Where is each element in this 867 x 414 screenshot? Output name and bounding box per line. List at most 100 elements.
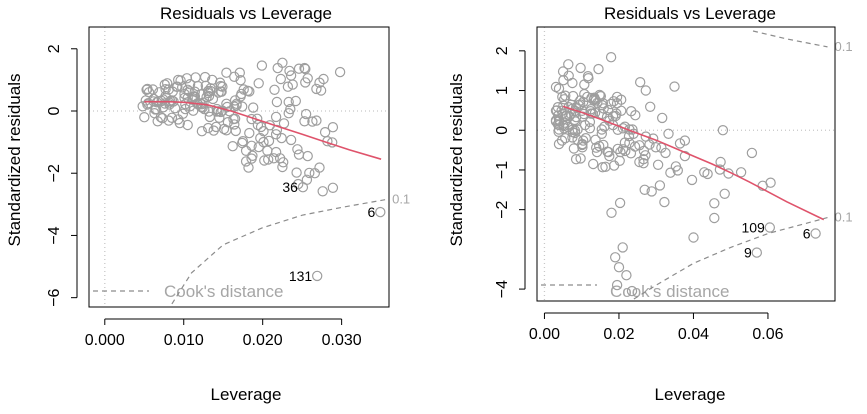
data-point	[293, 63, 305, 74]
data-point	[751, 247, 763, 258]
data-point	[142, 83, 153, 95]
data-point	[243, 162, 254, 173]
smooth-line	[144, 100, 382, 160]
data-point	[141, 84, 152, 96]
data-point	[657, 112, 668, 124]
y-tick-label: 1	[494, 86, 511, 95]
data-point	[679, 150, 691, 162]
data-point	[638, 145, 650, 157]
data-point	[620, 145, 631, 157]
data-point	[182, 84, 193, 96]
data-point	[300, 77, 311, 88]
data-point	[764, 222, 776, 233]
data-point	[229, 119, 240, 130]
data-point	[563, 59, 574, 70]
y-tick-label: −2	[494, 200, 511, 218]
data-point	[611, 108, 622, 119]
data-point	[166, 112, 178, 124]
data-point	[172, 114, 184, 125]
data-point	[616, 105, 627, 117]
data-point	[284, 65, 295, 77]
data-point	[311, 83, 322, 95]
point-label: 6	[368, 204, 376, 220]
cooks-distance-contour	[752, 30, 828, 48]
cooks-distance-label: 0.1	[835, 39, 853, 54]
smooth-line	[562, 105, 825, 221]
data-point	[150, 103, 162, 115]
data-point	[228, 113, 239, 125]
data-point	[765, 177, 776, 188]
data-point	[291, 167, 302, 178]
data-point	[202, 122, 214, 134]
data-point	[645, 101, 656, 113]
data-point	[616, 94, 627, 105]
data-point	[184, 78, 196, 90]
data-point	[246, 140, 257, 151]
x-tick-label: 0.010	[164, 332, 204, 349]
data-point	[674, 138, 686, 149]
data-point	[285, 134, 297, 146]
data-point	[551, 105, 562, 116]
data-point	[198, 97, 209, 108]
data-point	[578, 96, 589, 108]
point-label: 6	[803, 226, 811, 242]
data-point	[304, 167, 315, 179]
data-point	[190, 72, 201, 83]
data-point	[621, 270, 632, 281]
cooks-distance-contour	[171, 199, 386, 305]
data-point	[247, 102, 259, 113]
data-point	[638, 157, 649, 169]
data-point	[299, 62, 310, 74]
cooks-distance-contour	[633, 217, 828, 300]
data-point	[709, 212, 720, 224]
data-point	[139, 111, 150, 123]
data-point	[606, 207, 617, 218]
data-point	[617, 242, 628, 253]
data-point	[309, 167, 320, 179]
data-point	[205, 85, 216, 97]
data-point	[686, 174, 698, 186]
data-point	[679, 135, 691, 146]
data-point	[258, 136, 269, 148]
x-axis-label: Leverage	[211, 385, 282, 404]
data-point	[629, 141, 641, 152]
data-point	[560, 132, 571, 144]
y-tick-label: −4	[494, 280, 511, 298]
data-point	[605, 98, 617, 110]
data-point	[277, 57, 288, 69]
data-point	[252, 119, 264, 131]
data-point	[314, 162, 325, 173]
data-point	[180, 103, 191, 115]
data-point	[665, 167, 676, 178]
data-point	[217, 81, 228, 92]
data-point	[660, 147, 671, 159]
data-point	[580, 132, 592, 144]
data-point	[702, 168, 713, 180]
data-point	[569, 127, 581, 139]
data-point	[717, 124, 729, 136]
x-axis-label: Leverage	[655, 385, 726, 404]
data-point	[148, 93, 159, 105]
x-tick-label: 0.030	[322, 332, 362, 349]
data-point	[614, 155, 625, 166]
data-point	[307, 116, 318, 127]
data-point	[137, 101, 148, 112]
data-point	[244, 127, 255, 139]
right-panel: Residuals vs Leverage Leverage Standardi…	[447, 4, 853, 404]
data-point	[315, 85, 327, 96]
data-point	[152, 116, 163, 127]
data-point	[240, 156, 252, 167]
data-point	[578, 135, 589, 146]
data-point	[246, 153, 257, 164]
plot-frame	[88, 26, 390, 308]
data-point	[229, 101, 240, 112]
data-point	[283, 107, 294, 119]
data-point	[590, 134, 601, 145]
data-point	[253, 78, 264, 89]
data-point	[302, 150, 313, 162]
left-panel: Residuals vs Leverage Leverage Standardi…	[5, 4, 410, 404]
data-point	[639, 184, 650, 195]
data-point	[810, 228, 821, 239]
point-label: 9	[744, 245, 752, 261]
data-point	[270, 111, 282, 123]
